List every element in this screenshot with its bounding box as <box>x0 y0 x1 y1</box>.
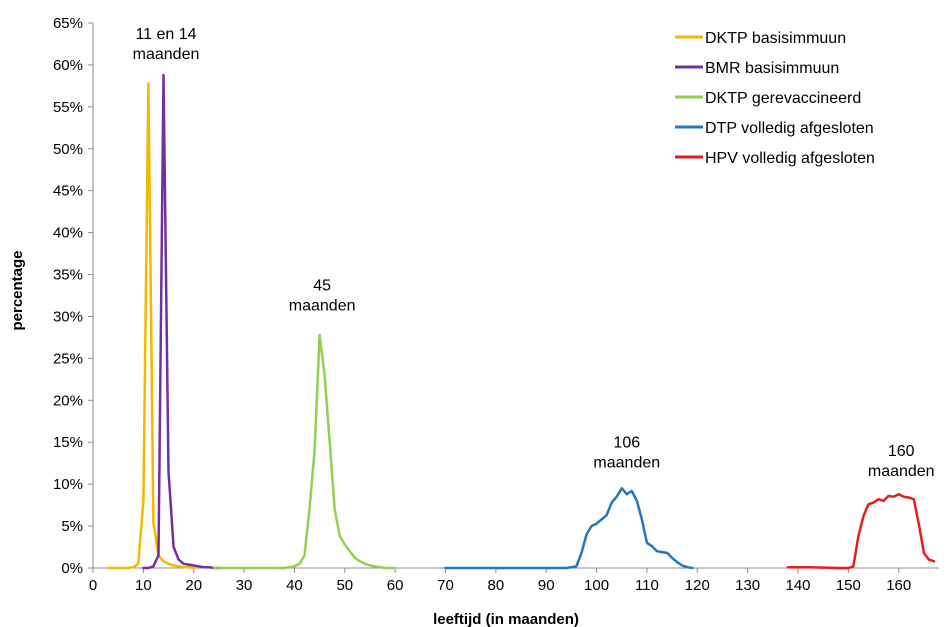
x-tick-label: 120 <box>685 577 710 594</box>
annotation-label: maanden <box>593 455 660 472</box>
x-tick-label: 0 <box>89 577 97 594</box>
legend-label: HPV volledig afgesloten <box>705 150 875 167</box>
x-tick-label: 130 <box>735 577 760 594</box>
annotation-label: maanden <box>289 298 356 315</box>
y-tick-label: 30% <box>53 308 83 325</box>
y-tick-label: 0% <box>61 560 83 577</box>
legend-label: DTP volledig afgesloten <box>705 120 874 137</box>
y-tick-label: 40% <box>53 225 83 242</box>
x-tick-label: 160 <box>886 577 911 594</box>
x-tick-label: 30 <box>236 577 253 594</box>
legend-label: DKTP gerevaccineerd <box>705 90 861 107</box>
y-tick-label: 50% <box>53 141 83 158</box>
y-tick-label: 15% <box>53 434 83 451</box>
x-tick-label: 80 <box>488 577 505 594</box>
series-lines <box>106 73 936 570</box>
series-line-3 <box>212 333 397 570</box>
series-line-2 <box>142 73 221 570</box>
y-tick-label: 25% <box>53 350 83 367</box>
y-tick-label: 35% <box>53 267 83 284</box>
y-axis-title: percentage <box>9 250 26 330</box>
x-ticks: 0 10 20 30 40 50 60 70 80 90 100 110 120 130 140 150 160 <box>89 568 911 594</box>
annotation-label: 45 <box>313 278 331 295</box>
y-tick-label: 10% <box>53 476 83 493</box>
annotations: 11 en 14 maanden 45 maanden 106 maanden 160 maa… <box>133 26 935 480</box>
annotation-label: 106 <box>613 435 640 452</box>
legend-label: DKTP basisimmuun <box>705 30 846 47</box>
annotation-label: 160 <box>888 443 915 460</box>
x-tick-label: 110 <box>635 577 659 594</box>
y-ticks: 0% 5% 10% 15% 20% 25% 30% 35% 40% 45% 50% 55% 60% 65% <box>53 15 93 577</box>
series-line-1 <box>106 82 195 570</box>
x-tick-label: 50 <box>336 577 353 594</box>
annotation-label: 11 en 14 <box>135 26 196 43</box>
x-tick-label: 90 <box>538 577 555 594</box>
y-tick-label: 55% <box>53 99 83 116</box>
y-tick-label: 60% <box>53 57 83 74</box>
x-tick-label: 150 <box>836 577 861 594</box>
x-tick-label: 60 <box>387 577 404 594</box>
annotation-label: maanden <box>133 46 200 63</box>
x-tick-label: 100 <box>584 577 609 594</box>
legend: DKTP basisimmuun BMR basisimmuun DKTP gere… <box>675 30 875 167</box>
x-tick-label: 20 <box>185 577 202 594</box>
x-axis-title: leeftijd (in maanden) <box>433 611 579 627</box>
series-line-5 <box>786 492 936 570</box>
annotation-label: maanden <box>868 463 935 480</box>
x-tick-label: 70 <box>437 577 454 594</box>
y-tick-label: 5% <box>61 518 83 535</box>
y-tick-label: 45% <box>53 183 83 200</box>
x-tick-label: 40 <box>286 577 303 594</box>
legend-label: BMR basisimmuun <box>705 60 839 77</box>
y-tick-label: 65% <box>53 15 83 32</box>
series-line-4 <box>444 487 694 570</box>
x-tick-label: 140 <box>785 577 810 594</box>
y-tick-label: 20% <box>53 392 83 409</box>
x-tick-label: 10 <box>135 577 152 594</box>
